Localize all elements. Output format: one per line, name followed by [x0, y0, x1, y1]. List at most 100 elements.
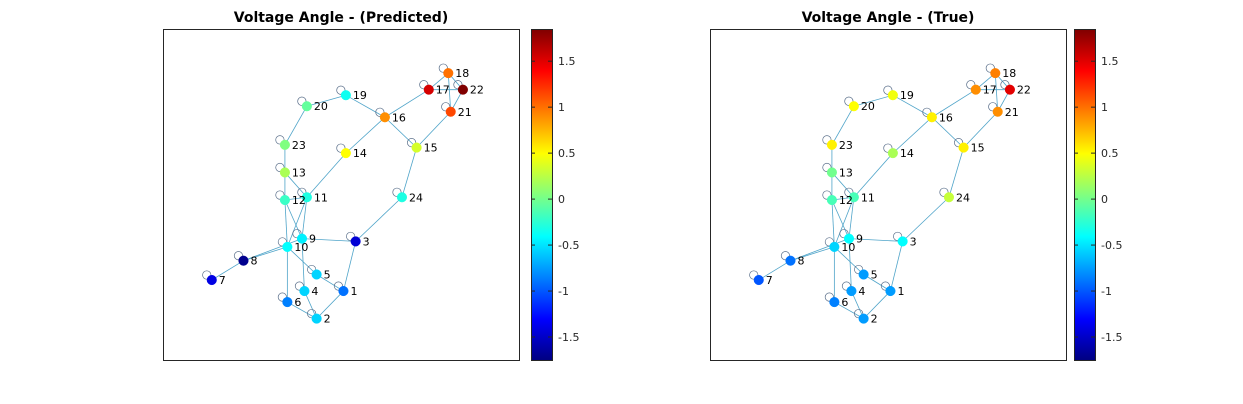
edge-11-13	[284, 172, 308, 198]
edge-10-12	[831, 199, 835, 247]
edge-16-17	[384, 89, 429, 118]
edge-18-21	[994, 73, 999, 112]
edge-16-19	[345, 94, 386, 118]
edge-16-17	[931, 89, 976, 118]
edge-3-9	[848, 238, 903, 242]
edge-20-23	[831, 106, 855, 146]
edge-8-10	[243, 246, 288, 262]
node-label-8: 8	[797, 255, 804, 268]
colorbar-tick-label: -0.5	[558, 239, 579, 252]
edge-1-3	[890, 241, 904, 292]
node-label-5: 5	[324, 268, 331, 281]
node-9	[843, 233, 855, 244]
self-loop-16	[922, 107, 932, 117]
edge-7-8	[211, 260, 244, 281]
node-label-23: 23	[292, 139, 306, 152]
self-loop-17	[966, 80, 976, 90]
node-11	[848, 192, 859, 203]
edge-19-20	[306, 94, 346, 107]
node-3	[350, 236, 361, 247]
node-label-8: 8	[250, 255, 257, 268]
node-label-6: 6	[841, 296, 848, 309]
self-loop-7	[749, 270, 759, 280]
node-label-12: 12	[292, 194, 306, 207]
edge-9-12	[831, 199, 850, 239]
node-19	[887, 90, 898, 101]
self-loop-4	[294, 281, 304, 291]
edge-7-8	[758, 260, 791, 281]
edge-15-21	[963, 111, 999, 148]
node-label-17: 17	[436, 84, 450, 97]
panel-title: Voltage Angle - (True)	[802, 10, 975, 26]
edge-1-2	[863, 290, 891, 319]
edge-11-13	[831, 172, 855, 198]
edge-14-16	[345, 116, 386, 154]
axes-box	[163, 29, 520, 361]
edge-8-9	[243, 238, 303, 262]
self-loop-17	[419, 80, 429, 90]
node-label-22: 22	[1017, 84, 1031, 97]
self-loop-22	[453, 80, 463, 90]
self-loop-13	[275, 162, 285, 172]
edge-8-10	[790, 246, 835, 262]
node-18	[443, 68, 454, 79]
self-loop-12	[822, 190, 832, 200]
edge-4-9	[301, 238, 305, 292]
node-14	[887, 148, 898, 159]
node-label-13: 13	[839, 166, 853, 179]
self-loop-2	[307, 309, 317, 319]
node-12	[279, 194, 290, 206]
node-label-18: 18	[455, 67, 469, 80]
self-loop-24	[939, 187, 949, 197]
colorbar-tick-label: 0.5	[558, 147, 576, 160]
colorbar-tick-label: 1	[558, 101, 565, 114]
node-label-14: 14	[900, 147, 914, 160]
node-label-3: 3	[910, 235, 917, 248]
self-loop-16	[375, 107, 385, 117]
self-loop-20	[844, 96, 854, 106]
node-label-17: 17	[983, 84, 997, 97]
node-label-21: 21	[458, 106, 472, 119]
edge-10-11	[286, 197, 308, 248]
self-loop-8	[780, 251, 791, 261]
edge-2-6	[834, 301, 864, 319]
node-18	[990, 68, 1001, 79]
edge-15-16	[384, 116, 417, 148]
self-loop-1	[333, 281, 343, 291]
self-loop-21	[441, 102, 451, 112]
node-12	[826, 194, 837, 206]
edge-3-24	[902, 196, 950, 242]
edge-1-5	[863, 274, 891, 292]
node-2	[858, 313, 869, 324]
node-label-11: 11	[314, 191, 328, 204]
node-label-14: 14	[353, 147, 367, 160]
node-22	[457, 84, 468, 95]
node-13	[279, 167, 290, 178]
self-loop-11	[297, 187, 307, 197]
edge-9-11	[301, 197, 308, 239]
self-loop-5	[854, 264, 864, 275]
self-loop-8	[233, 251, 244, 261]
node-label-10: 10	[841, 241, 855, 254]
node-4	[299, 285, 310, 297]
node-14	[340, 148, 351, 159]
colorbar-tick-label: 0.5	[1101, 147, 1119, 160]
node-label-6: 6	[294, 296, 301, 309]
node-label-4: 4	[858, 285, 865, 298]
self-loop-23	[822, 135, 832, 145]
self-loop-10	[277, 237, 287, 247]
edge-15-24	[948, 147, 964, 198]
colorbar-1: 1.5 1 0.5 0 -0.5 -1 -1.5	[531, 29, 579, 361]
edge-15-16	[931, 116, 964, 148]
colorbar-tick-label: 0	[1101, 193, 1108, 206]
node-label-21: 21	[1005, 106, 1019, 119]
colorbar-gradient	[531, 29, 553, 361]
edge-11-14	[853, 152, 894, 198]
node-6	[282, 297, 293, 308]
node-5	[858, 269, 869, 280]
edge-15-21	[416, 111, 452, 148]
edge-9-12	[284, 199, 303, 239]
colorbar-tick-label: 1	[1101, 101, 1108, 114]
self-loop-19	[883, 85, 893, 95]
